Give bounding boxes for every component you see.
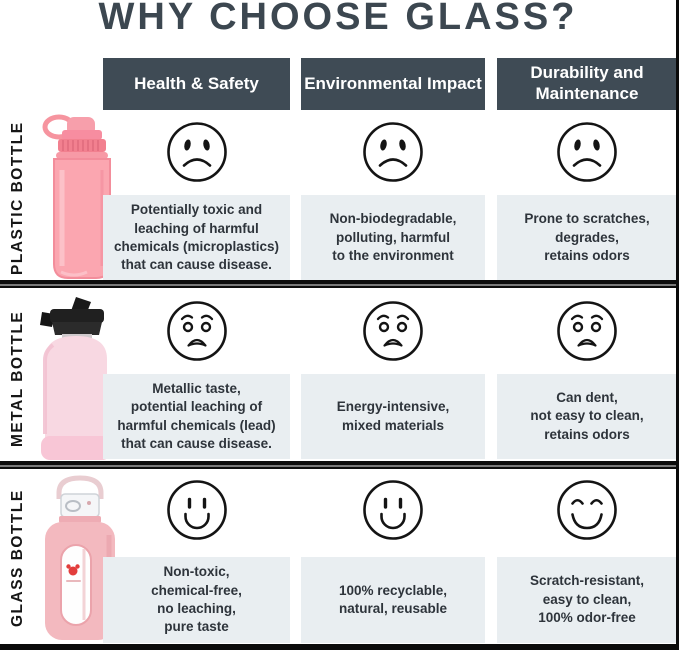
column-header-environmental-impact: Environmental Impact	[301, 58, 485, 110]
smile-face-icon	[165, 478, 229, 542]
page-title: WHY CHOOSE GLASS?	[98, 0, 578, 38]
cell-metal-durability: Can dent, not easy to clean, retains odo…	[497, 374, 677, 459]
cell-metal-health: Metallic taste, potential leaching of ha…	[103, 374, 290, 459]
row-label-plastic-bottle: PLASTIC BOTTLE	[9, 121, 26, 275]
bottom-border	[0, 644, 679, 650]
pink-metal-straw-bottle-icon	[40, 297, 111, 460]
cell-plastic-durability: Prone to scratches, degrades, retains od…	[497, 195, 677, 281]
sad-face-icon	[555, 120, 619, 184]
smiling-eyes-face-icon	[555, 478, 619, 542]
row-divider	[0, 280, 679, 288]
worried-face-icon	[555, 299, 619, 363]
column-header-durability-maintenance: Durability and Maintenance	[497, 58, 677, 110]
smile-face-icon	[361, 478, 425, 542]
metal-bottle-image	[30, 296, 122, 467]
sad-face-icon	[165, 120, 229, 184]
cell-glass-environment: 100% recyclable, natural, reusable	[301, 557, 485, 643]
worried-face-icon	[361, 299, 425, 363]
right-border	[676, 0, 679, 650]
worried-face-icon	[165, 299, 229, 363]
sad-face-icon	[361, 120, 425, 184]
cell-glass-durability: Scratch-resistant, easy to clean, 100% o…	[497, 557, 677, 643]
cell-glass-health: Non-toxic, chemical-free, no leaching, p…	[103, 557, 290, 643]
cell-plastic-environment: Non-biodegradable, polluting, harmful to…	[301, 195, 485, 281]
row-divider	[0, 461, 679, 469]
cell-plastic-health: Potentially toxic and leaching of harmfu…	[103, 195, 290, 281]
row-label-glass-bottle: GLASS BOTTLE	[9, 489, 26, 627]
cell-metal-environment: Energy-intensive, mixed materials	[301, 374, 485, 459]
column-header-health-safety: Health & Safety	[103, 58, 290, 110]
row-label-metal-bottle: METAL BOTTLE	[9, 310, 26, 448]
